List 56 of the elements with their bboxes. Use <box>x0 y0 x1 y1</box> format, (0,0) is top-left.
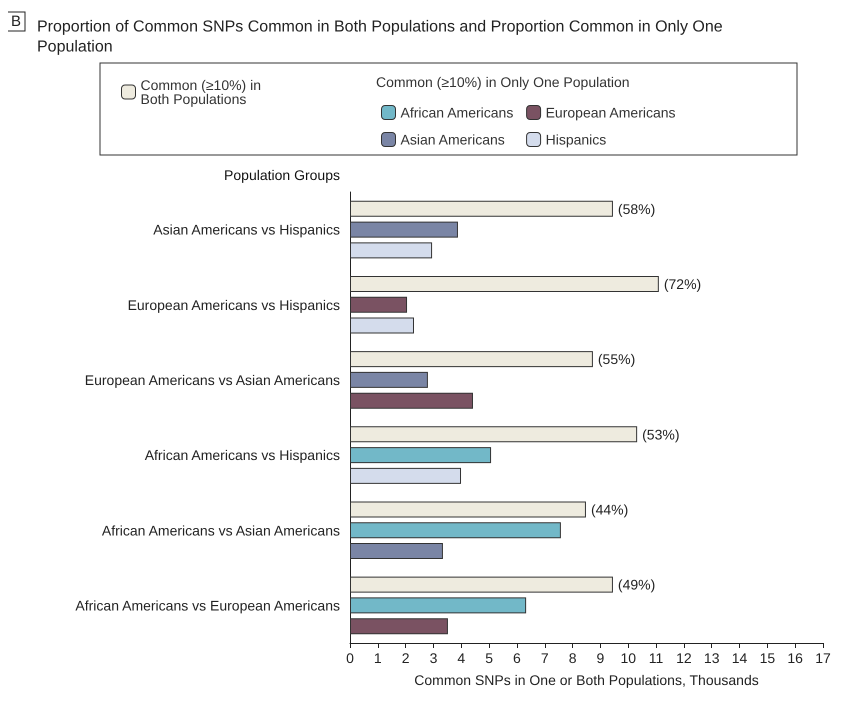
x-tick-label: 13 <box>704 650 720 666</box>
x-tick-label: 5 <box>485 650 494 666</box>
x-tick-label: 9 <box>596 650 605 666</box>
bar <box>350 200 613 217</box>
x-tick-label: 10 <box>620 650 636 666</box>
x-tick-label: 8 <box>568 650 577 666</box>
x-tick-label: 1 <box>374 650 382 666</box>
x-tick-label: 7 <box>540 650 549 666</box>
bar <box>350 576 613 593</box>
legend-label: European Americans <box>546 104 676 120</box>
legend-title: Common (≥10%) in Only One Population <box>376 74 630 90</box>
x-tick-label: 16 <box>787 650 804 666</box>
bar <box>350 372 428 388</box>
bar <box>350 392 473 409</box>
x-tick-label: 4 <box>457 650 466 666</box>
x-axis-title: Common SNPs in One or Both Populations, Thousands <box>414 672 759 688</box>
x-tick-label: 14 <box>732 650 748 666</box>
x-tick-label: 12 <box>676 650 692 666</box>
legend-label: Hispanics <box>546 132 606 148</box>
y-tick-label: African Americans vs Hispanics <box>144 447 340 464</box>
legend-label: Common (≥10%) in Both Populations <box>140 77 265 107</box>
text: B <box>11 13 22 30</box>
bar <box>350 351 593 368</box>
annotation: (44%) <box>590 501 628 518</box>
x-tick-label: 17 <box>815 650 831 666</box>
bar <box>350 222 458 238</box>
annotation: (49%) <box>618 576 656 593</box>
bar <box>350 501 586 518</box>
annotation: (58%) <box>618 200 656 217</box>
x-tick-label: 2 <box>402 650 410 666</box>
chart-title: Proportion of Common SNPs Common in Both Populations and Proportion Common in Only One Population <box>37 18 728 56</box>
y-tick-label: African Americans vs European Americans <box>75 597 340 614</box>
bar <box>350 276 659 292</box>
legend-label: Asian Americans <box>400 132 505 148</box>
bar <box>350 318 414 334</box>
y-tick-label: European Americans vs Hispanics <box>128 296 340 313</box>
y-tick-label: European Americans vs Asian Americans <box>84 372 340 388</box>
bar <box>350 447 492 464</box>
x-tick-label: 0 <box>346 650 354 666</box>
bar <box>350 242 432 258</box>
bar <box>350 597 526 614</box>
x-tick-label: 11 <box>648 650 664 666</box>
x-tick-label: 15 <box>760 650 776 666</box>
annotation: (55%) <box>598 351 636 368</box>
bar <box>350 468 462 484</box>
annotation: (72%) <box>664 276 702 292</box>
legend-label: African Americans <box>400 104 514 120</box>
x-tick-label: 6 <box>513 650 522 666</box>
bar <box>350 426 638 442</box>
annotation: (53%) <box>642 426 680 442</box>
y-tick-label: African Americans vs Asian Americans <box>102 522 340 538</box>
x-tick-label: 3 <box>430 650 438 666</box>
y-tick-label: Asian Americans vs Hispanics <box>153 222 340 238</box>
bar <box>350 522 561 538</box>
y-axis-title: Population Groups <box>224 167 340 183</box>
bar <box>350 618 448 634</box>
